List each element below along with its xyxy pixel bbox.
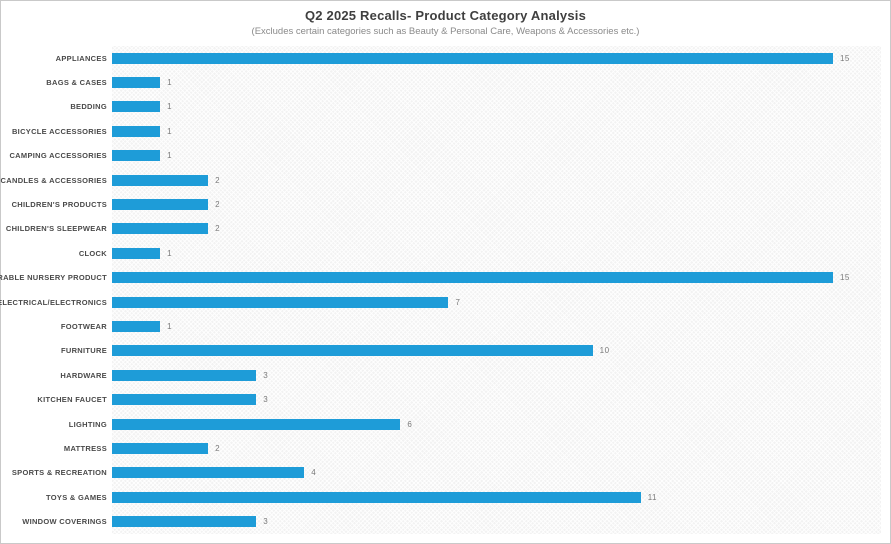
bar [112,491,641,503]
category-label: BEDDING [70,102,107,112]
category-label: WINDOW COVERINGS [22,517,107,527]
bar-row: 1 [112,95,881,119]
bar-row: 1 [112,241,881,265]
bar [112,418,401,430]
category-label: HARDWARE [60,370,107,380]
value-label: 1 [167,248,173,258]
bar [112,150,161,162]
category-label: DURABLE NURSERY PRODUCT [0,273,107,283]
value-label: 1 [167,78,173,88]
category-label: MATTRESS [63,443,107,453]
bar [112,516,257,528]
category-label: SPORTS & RECREATION [11,468,107,478]
bar [112,77,161,89]
value-label: 10 [599,346,610,356]
value-label: 7 [455,297,461,307]
bar [112,467,305,479]
bar [112,199,209,211]
category-label: BAGS & CASES [46,78,107,88]
bar [112,442,209,454]
bar-row: 3 [112,509,881,533]
bar [112,345,593,357]
plot-area: 15 1 1 1 1 2 2 2 1 15 7 1 10 3 3 6 2 4 11 3 [112,46,881,534]
value-label: 2 [215,175,221,185]
bar-row: 3 [112,387,881,411]
bar [112,369,257,381]
value-label: 3 [263,370,269,380]
category-label: CHILDREN'S SLEEPWEAR [5,224,107,234]
bar-row: 15 [112,266,881,290]
value-label: 2 [215,200,221,210]
bar [112,125,161,137]
chart-subtitle: (Excludes certain categories such as Bea… [251,26,640,37]
bar [112,320,161,332]
bar-row: 7 [112,290,881,314]
value-label: 15 [839,53,850,63]
category-label: FOOTWEAR [60,321,107,331]
bar [112,394,257,406]
bar [112,247,161,259]
category-label: BICYCLE ACCESSORIES [11,126,107,136]
bar-row: 3 [112,363,881,387]
bar-row: 1 [112,144,881,168]
bar [112,174,209,186]
bar-row: 2 [112,436,881,460]
value-label: 6 [407,419,413,429]
bar-row: 2 [112,217,881,241]
bar-row: 1 [112,119,881,143]
bar [112,101,161,113]
category-label: LIGHTING [68,419,107,429]
bar-row: 2 [112,168,881,192]
value-label: 1 [167,102,173,112]
category-labels: APPLIANCES BAGS & CASES BEDDING BICYCLE ACC… [0,46,112,534]
category-label: CLOCK [78,248,107,258]
value-label: 1 [167,126,173,136]
bar [112,52,833,64]
category-label: CANDLES & ACCESSORIES [0,175,107,185]
value-label: 11 [647,492,657,502]
bar [112,223,209,235]
value-label: 3 [263,517,269,527]
bar-row: 15 [112,46,881,70]
category-label: CHILDREN'S PRODUCTS [11,200,107,210]
value-label: 1 [167,321,173,331]
category-label: CAMPING ACCESSORIES [9,151,107,161]
value-label: 3 [263,395,269,405]
category-label: KITCHEN FAUCET [37,395,107,405]
value-label: 2 [215,224,221,234]
value-label: 15 [839,273,850,283]
category-label: FURNITURE [60,346,107,356]
bar-row: 4 [112,461,881,485]
bar-row: 2 [112,192,881,216]
chart-title: Q2 2025 Recalls- Product Category Analys… [304,8,587,23]
category-label: APPLIANCES [55,53,107,63]
bar [112,296,449,308]
bar-row: 10 [112,339,881,363]
bar-row: 1 [112,70,881,94]
bar [112,272,833,284]
value-label: 4 [311,468,317,478]
value-label: 2 [215,443,221,453]
bar-row: 11 [112,485,881,509]
category-label: TOYS & GAMES [46,492,107,502]
category-label: ELECTRICAL/ELECTRONICS [0,297,107,307]
value-label: 1 [167,151,173,161]
bar-row: 6 [112,412,881,436]
chart-header: Q2 2025 Recalls- Product Category Analys… [1,1,890,37]
bar-row: 1 [112,314,881,338]
bar-chart: APPLIANCES BAGS & CASES BEDDING BICYCLE ACC… [0,46,881,534]
